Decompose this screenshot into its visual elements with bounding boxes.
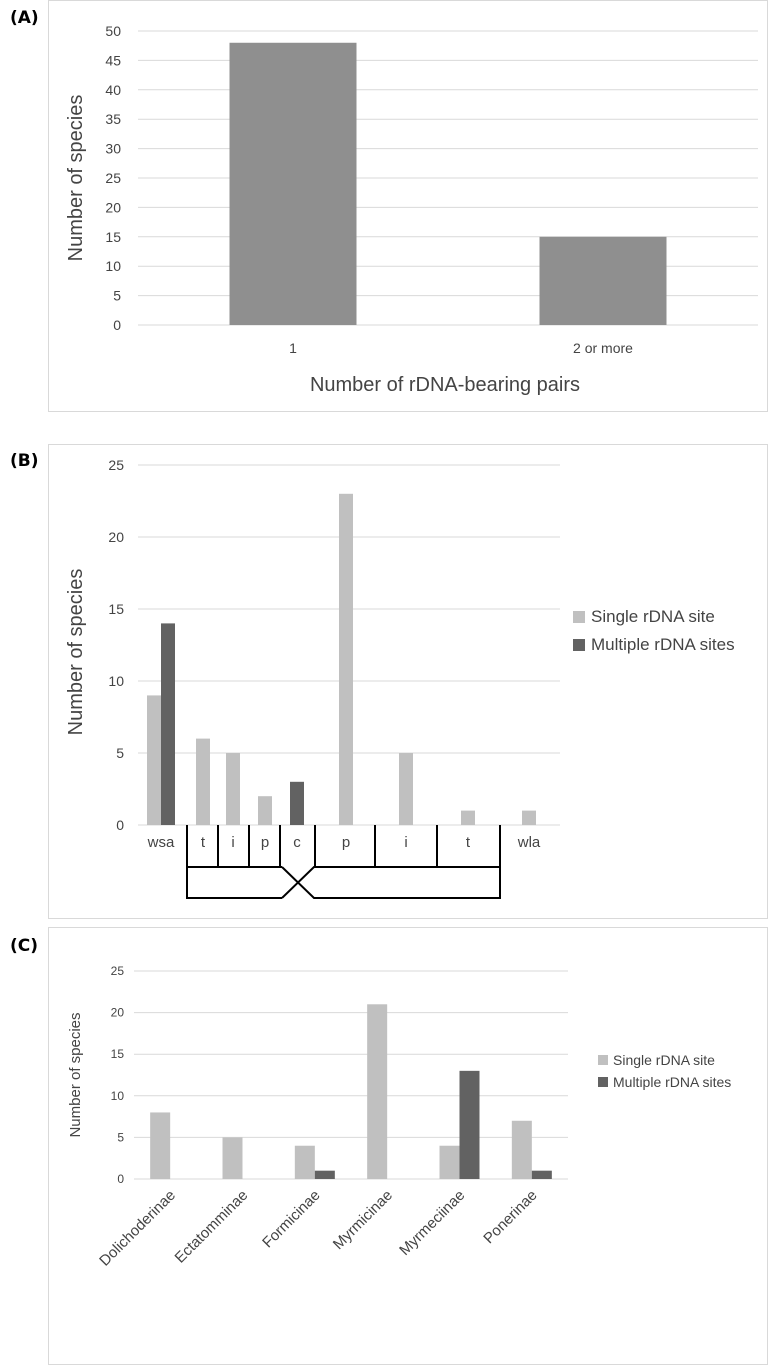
bar-single-rdna: [258, 796, 272, 825]
y-tick-label: 40: [105, 82, 121, 98]
bar-single-rdna: [399, 753, 413, 825]
bar-single-rdna: [339, 493, 353, 825]
y-tick-label: 0: [113, 317, 121, 333]
y-tick-label: 15: [105, 229, 121, 245]
panel-label-c: (C): [10, 936, 39, 956]
y-tick-label: 5: [117, 1130, 124, 1144]
x-tick-label: wla: [517, 834, 541, 851]
legend-label: Single rDNA site: [591, 607, 715, 626]
panel-label-b: (B): [10, 451, 39, 471]
y-tick-label: 10: [108, 673, 124, 689]
bar-single-rdna: [511, 1120, 532, 1179]
bar-multiple-rdna: [290, 781, 304, 825]
bar: [539, 236, 667, 325]
legend-label: Multiple rDNA sites: [613, 1074, 731, 1090]
y-tick-label: 5: [116, 745, 124, 761]
y-tick-label: 35: [105, 111, 121, 127]
x-tick-label: Ponerinae: [480, 1187, 540, 1247]
y-tick-label: 25: [111, 964, 125, 978]
legend-swatch: [573, 611, 585, 623]
diagram-outline: [186, 867, 282, 899]
x-tick-label: Myrmeciinae: [396, 1187, 468, 1259]
y-tick-label: 45: [105, 52, 121, 68]
x-tick-label: Myrmicinae: [330, 1187, 396, 1253]
x-tick-label: i: [404, 834, 407, 851]
bar-single-rdna: [367, 1004, 388, 1179]
diagram-outline: [281, 866, 501, 899]
x-tick-label: i: [231, 834, 234, 851]
x-tick-label: t: [201, 834, 206, 851]
x-tick-label: p: [261, 834, 269, 851]
bar-single-rdna: [150, 1112, 171, 1179]
y-tick-label: 20: [108, 529, 124, 545]
x-axis-title: Number of rDNA-bearing pairs: [310, 374, 580, 396]
legend-swatch: [573, 639, 585, 651]
bar-single-rdna: [222, 1137, 243, 1179]
y-tick-label: 0: [117, 1172, 124, 1186]
x-tick-label: Formicinae: [259, 1187, 323, 1251]
legend-label: Single rDNA site: [613, 1052, 715, 1068]
x-tick-label: wsa: [147, 834, 175, 851]
bar-single-rdna: [522, 810, 536, 825]
x-tick-label: Ectatomminae: [172, 1187, 252, 1267]
x-tick-label: c: [293, 834, 301, 851]
x-tick-label: 2 or more: [573, 340, 633, 356]
y-axis-title: Number of species: [65, 95, 87, 262]
y-tick-label: 0: [116, 817, 124, 833]
bar-single-rdna: [294, 1145, 315, 1179]
y-axis-title: Number of species: [67, 1012, 84, 1137]
x-tick-label: 1: [289, 340, 297, 356]
bar-single-rdna: [147, 695, 161, 825]
y-tick-label: 20: [111, 1006, 125, 1020]
bar-single-rdna: [196, 738, 210, 825]
y-tick-label: 15: [111, 1047, 125, 1061]
bar-single-rdna: [461, 810, 475, 825]
bar: [229, 42, 357, 325]
x-tick-label: t: [466, 834, 471, 851]
legend-swatch: [598, 1055, 608, 1065]
y-tick-label: 25: [108, 457, 124, 473]
y-tick-label: 10: [105, 258, 121, 274]
bar-single-rdna: [439, 1145, 460, 1179]
legend-label: Multiple rDNA sites: [591, 635, 735, 654]
y-axis-title: Number of species: [65, 569, 87, 736]
y-tick-label: 50: [105, 23, 121, 39]
bar-single-rdna: [226, 753, 240, 825]
bar-multiple-rdna: [459, 1070, 480, 1179]
x-tick-label: Dolichoderinae: [96, 1187, 179, 1270]
legend-swatch: [598, 1077, 608, 1087]
panel-label-a: (A): [10, 8, 39, 28]
bar-multiple-rdna: [531, 1170, 552, 1179]
bar-multiple-rdna: [161, 623, 175, 825]
y-tick-label: 5: [113, 288, 121, 304]
y-tick-label: 25: [105, 170, 121, 186]
y-tick-label: 30: [105, 141, 121, 157]
x-tick-label: p: [342, 834, 350, 851]
bar-multiple-rdna: [314, 1170, 335, 1179]
y-tick-label: 15: [108, 601, 124, 617]
y-tick-label: 10: [111, 1089, 125, 1103]
y-tick-label: 20: [105, 199, 121, 215]
